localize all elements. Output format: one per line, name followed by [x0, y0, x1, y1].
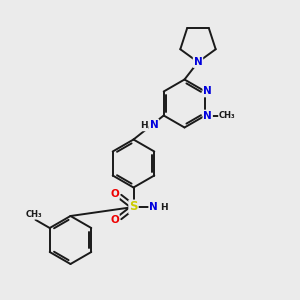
Text: N: N [203, 86, 212, 97]
Text: CH₃: CH₃ [26, 210, 42, 219]
Text: CH₃: CH₃ [219, 111, 236, 120]
Text: S: S [129, 200, 138, 214]
Text: O: O [110, 189, 119, 199]
Text: H: H [160, 202, 168, 211]
Text: N: N [150, 119, 158, 130]
Text: H: H [140, 122, 148, 130]
Text: N: N [149, 202, 158, 212]
Text: N: N [203, 110, 212, 121]
Text: O: O [110, 215, 119, 225]
Text: N: N [194, 57, 202, 67]
